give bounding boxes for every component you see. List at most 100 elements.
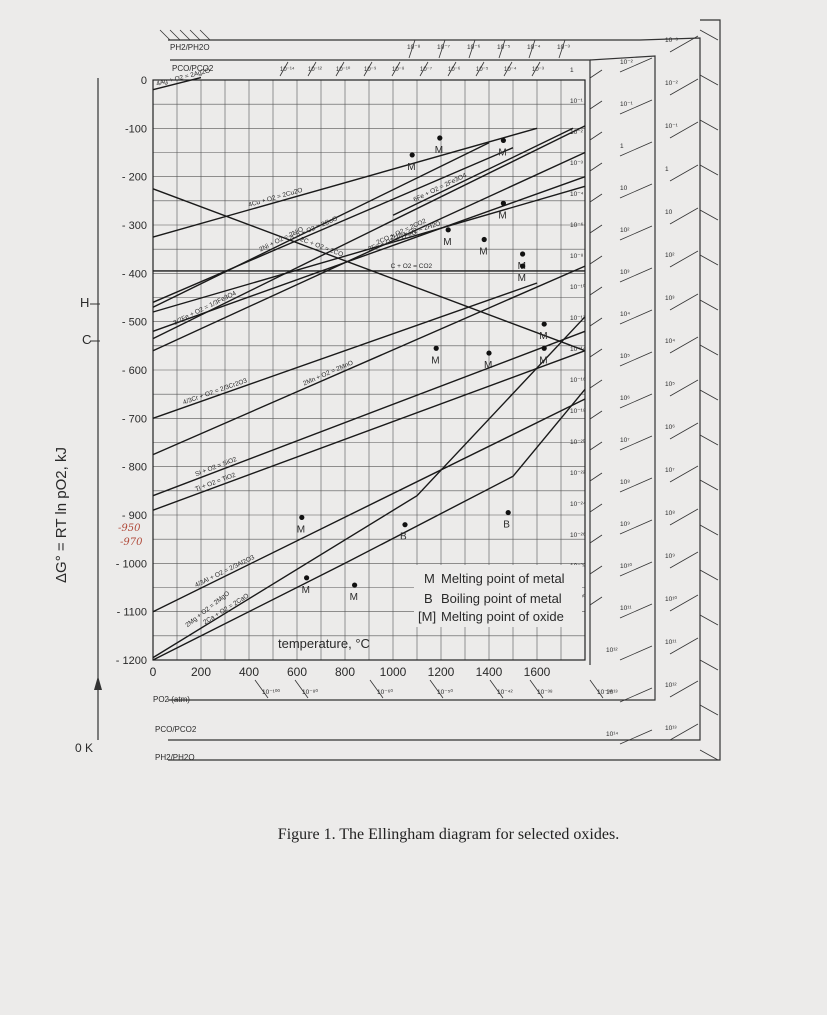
y-tick-label: - 400 [122, 268, 147, 280]
right-o2-tick [589, 162, 603, 172]
right-o2-tick-label: 10⁻¹⁸ [570, 408, 586, 415]
point-marker [402, 522, 408, 528]
right-h2-tick-label: 10⁵ [665, 381, 675, 388]
point-marker [500, 200, 506, 206]
outer-tick [699, 74, 719, 86]
right-o2-tick [589, 472, 603, 482]
series-line [152, 176, 586, 332]
right-co-tick-label: 10² [620, 227, 630, 234]
right-co-tick [619, 99, 653, 115]
top-co-tick-label: 10⁻¹² [308, 67, 322, 73]
point-label: M [431, 355, 439, 366]
y-tick-label: - 700 [122, 413, 147, 425]
top-co-tick [531, 61, 541, 77]
top-scale-h2: PH2/PH2O [170, 43, 210, 52]
bottom-o2-tick [589, 679, 604, 699]
point-marker [486, 350, 492, 356]
left-label-h: H [80, 295, 89, 310]
top-co-tick [335, 61, 345, 77]
bottom-o2-tick-label: 10⁻¹⁰⁰ [262, 688, 280, 696]
bottom-o2-tick-label: 10⁻⁵⁰ [437, 688, 453, 696]
bottom-scale-h2: PH2/PH2O [155, 753, 195, 762]
right-co-tick [619, 519, 653, 535]
right-h2-tick [669, 379, 699, 397]
right-h2-tick [669, 594, 699, 612]
bottom-o2-tick-label: 10⁻³⁸ [537, 689, 553, 696]
point-marker [541, 345, 547, 351]
y-axis-label: ΔG° = RT ln pO2, kJ [53, 447, 70, 583]
top-h2-tick [558, 39, 566, 59]
bottom-scale-co: PCO/PCO2 [155, 725, 197, 734]
left-label-0k: 0 K [75, 741, 93, 755]
right-h2-tick [669, 78, 699, 96]
point-label: M [518, 273, 526, 284]
top-h2-tick-label: 10⁻⁸ [407, 44, 421, 51]
outer-tick [699, 254, 719, 266]
y-tick-label: - 600 [122, 365, 147, 377]
bottom-scale-o2: PO2 (atm) [153, 695, 190, 704]
right-co-tick [619, 183, 653, 199]
handwritten-note-2: -970 [120, 537, 143, 548]
right-o2-tick-label: 10⁻² [570, 129, 584, 136]
plot-border [152, 79, 586, 661]
point-marker [299, 514, 305, 521]
right-h2-tick-label: 10⁻² [665, 80, 679, 87]
outer-tick [699, 434, 719, 446]
right-h2-tick-label: 10¹² [665, 682, 677, 689]
point-label: M [350, 592, 358, 603]
series-line [152, 282, 538, 419]
left-arrow-head [94, 676, 102, 690]
top-co-tick [391, 61, 401, 77]
top-h2-tick-label: 10⁻⁵ [497, 44, 511, 51]
x-tick-label: 1400 [476, 665, 503, 679]
handwritten-note-1: -950 [118, 523, 141, 534]
bottom-o2-tick-label: 10⁻⁴² [497, 689, 513, 696]
series-line [152, 330, 586, 497]
top-h2-tick [528, 39, 536, 59]
right-o2-tick [589, 379, 603, 389]
point-label: M [498, 147, 506, 158]
series-line [152, 142, 490, 308]
series-line [152, 388, 586, 661]
right-h2-tick-label: 10⁸ [665, 510, 675, 517]
point-marker [445, 227, 451, 233]
legend-text-m: Melting point of metal [441, 571, 565, 586]
point-label: M [297, 524, 305, 535]
right-h2-tick-label: 10⁻³ [665, 37, 679, 44]
point-marker [520, 263, 526, 269]
x-tick-label: 800 [335, 665, 355, 679]
legend-text-box-m: Melting point of oxide [441, 609, 564, 624]
top-co-tick [447, 61, 457, 77]
top-co-tick-label: 10⁻⁸ [392, 66, 405, 73]
y-tick-label: - 200 [122, 172, 147, 184]
right-co-tick-label: 10 [620, 185, 628, 192]
legend: M Melting point of metal B Boiling point… [414, 565, 582, 627]
x-axis-label: temperature, °C [278, 636, 370, 651]
outer-tick [699, 749, 719, 761]
right-h2-tick-label: 10⁴ [665, 338, 675, 345]
x-tick-label: 600 [287, 665, 307, 679]
outer-tick [699, 479, 719, 491]
right-o2-tick-label: 10⁻²⁶ [570, 532, 586, 539]
series-line [152, 127, 538, 238]
bottom-o2-tick [294, 679, 309, 699]
right-h2-tick [669, 465, 699, 483]
top-co-tick-label: 10⁻¹⁴ [280, 66, 295, 73]
bottom-o2-tick [254, 679, 269, 699]
outer-tick [699, 344, 719, 356]
right-h2-tick-label: 10⁻¹ [665, 123, 679, 130]
series-line [152, 185, 586, 313]
right-o2-tick-label: 1 [570, 67, 574, 74]
right-h2-tick [669, 637, 699, 655]
right-o2-tick [589, 596, 603, 606]
right-h2-tick [669, 508, 699, 526]
right-o2-tick [589, 534, 603, 544]
top-co-tick-label: 10⁻³ [532, 67, 544, 73]
series-line [152, 147, 514, 303]
point-label: M [435, 145, 443, 156]
point-label: M [539, 355, 547, 366]
right-co-tick-label: 10¹⁰ [620, 562, 632, 570]
legend-symbol-box-m: [M] [418, 609, 436, 624]
right-co-tick-label: 1 [620, 143, 624, 150]
right-h2-tick-label: 10¹⁰ [665, 595, 677, 603]
